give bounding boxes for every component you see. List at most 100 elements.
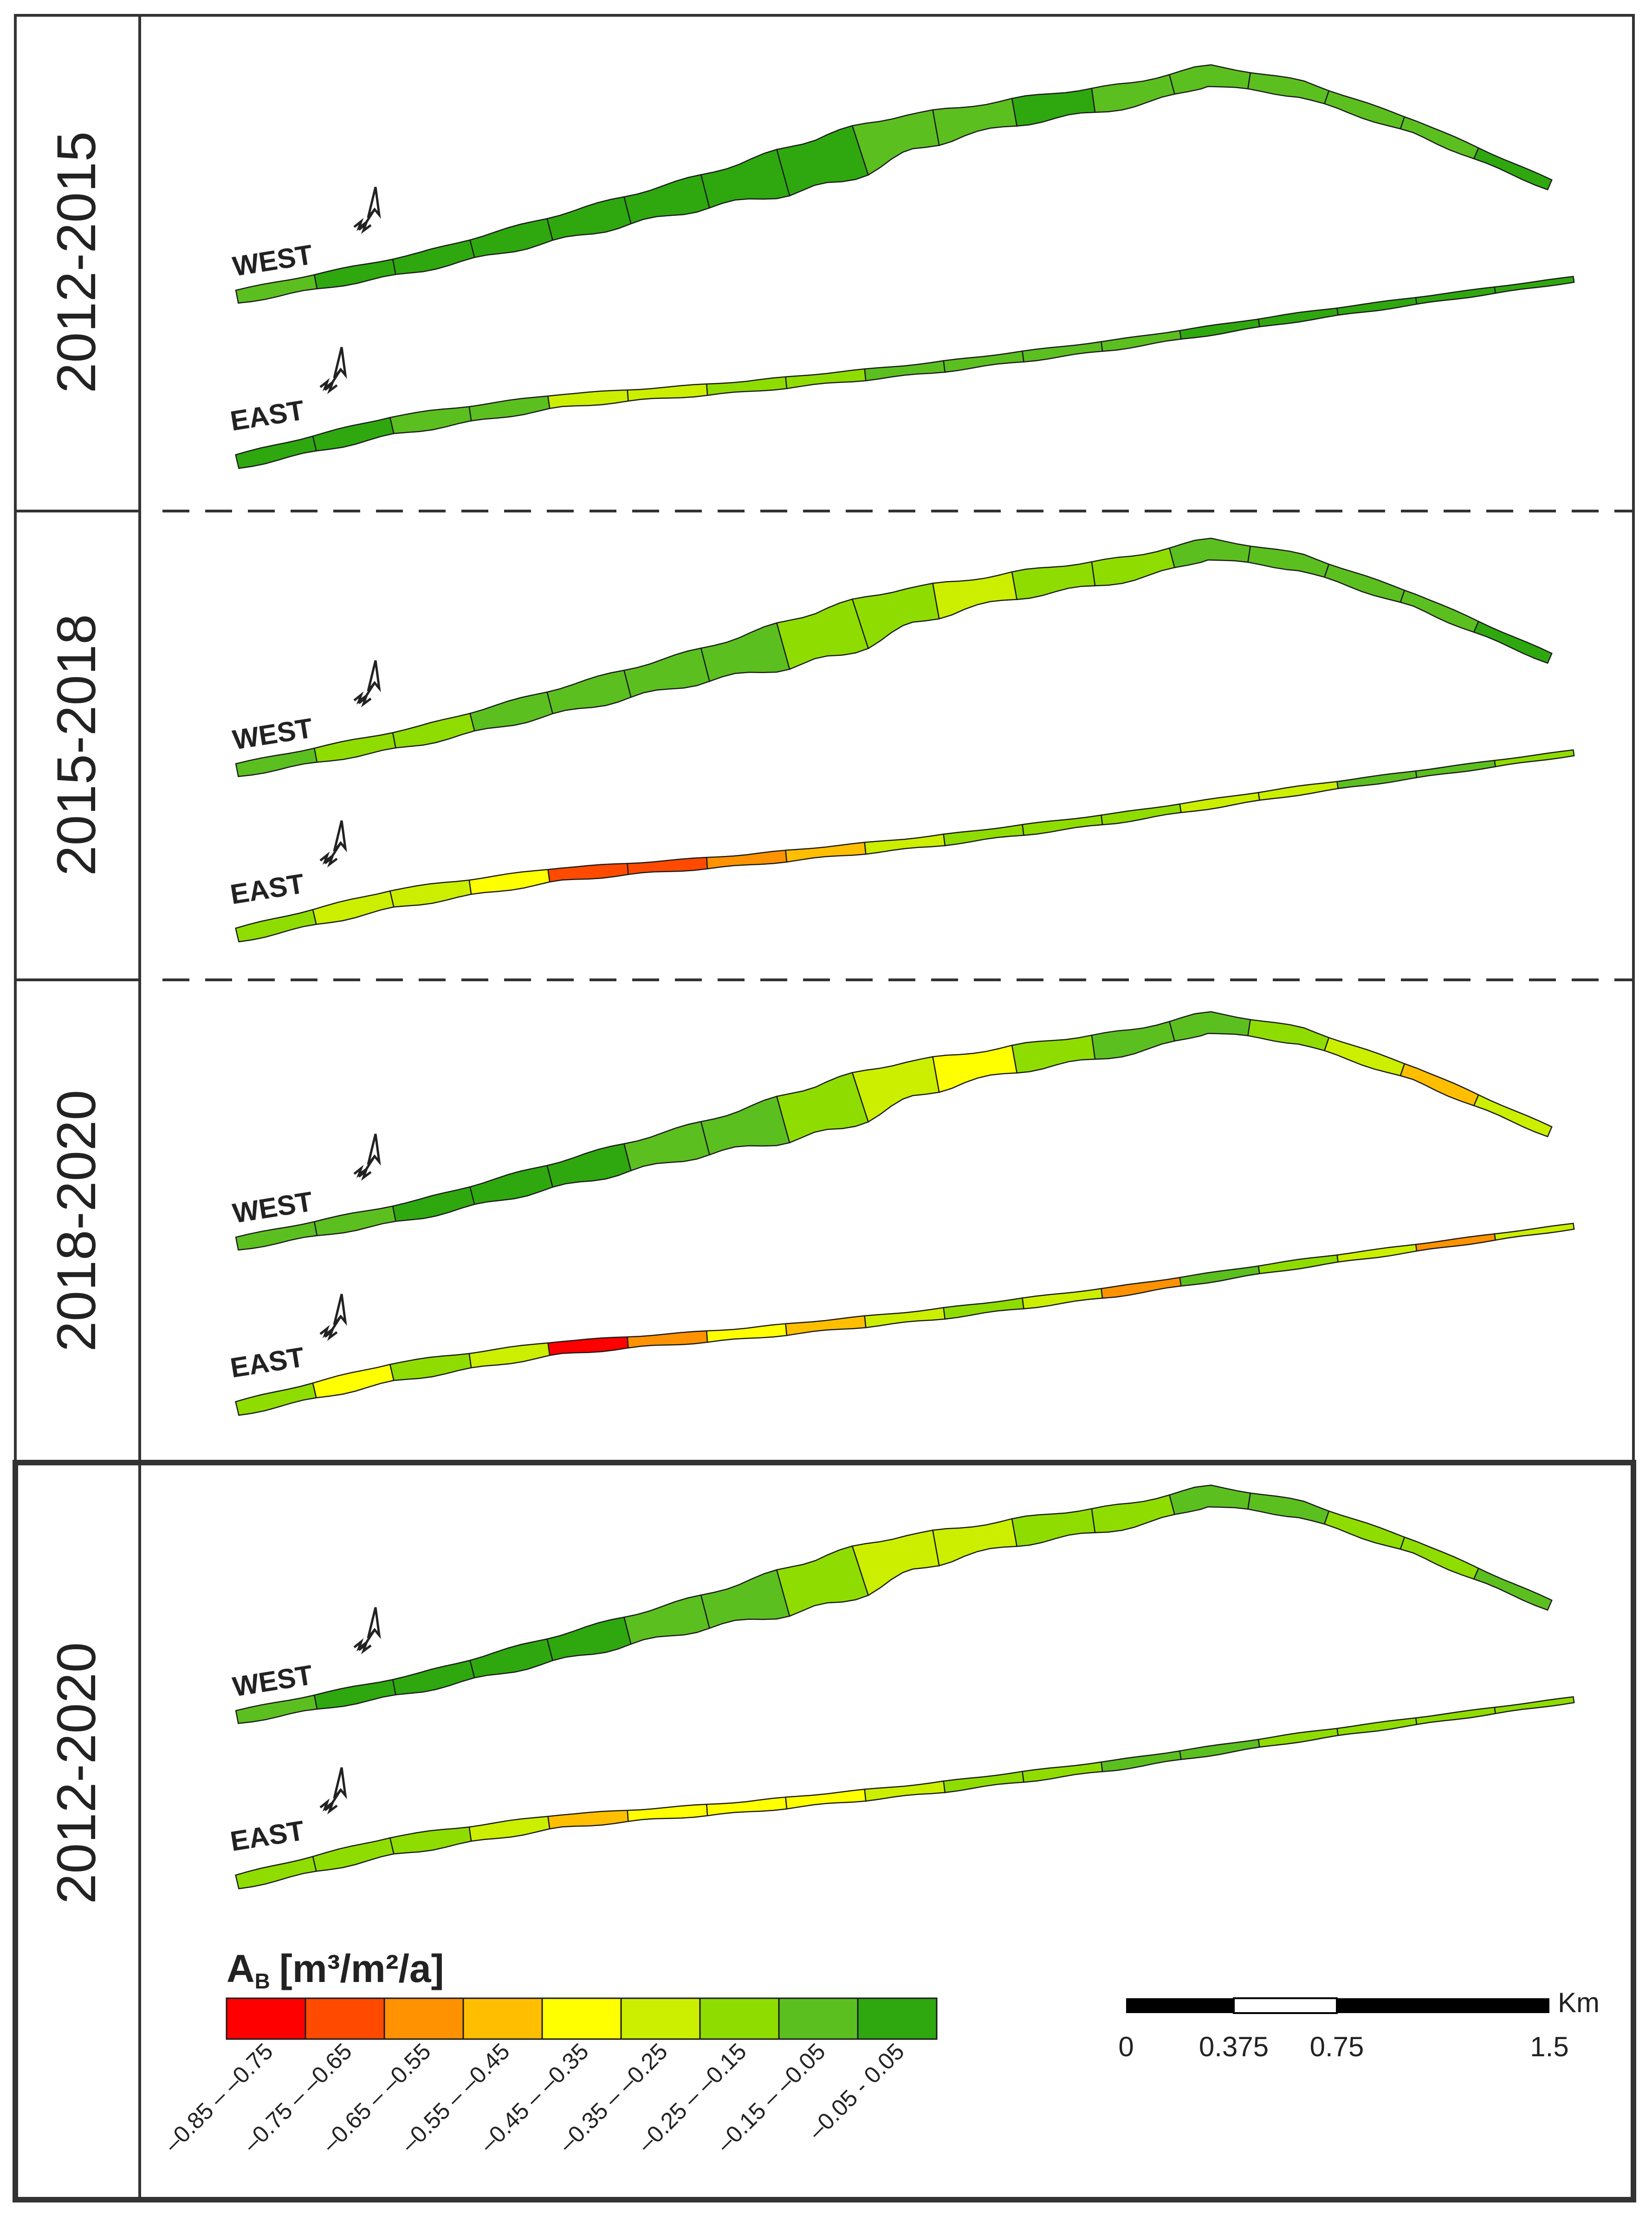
glacier-segment bbox=[469, 1638, 554, 1679]
west-label: WEST bbox=[231, 1186, 315, 1229]
glacier-segment bbox=[932, 97, 1018, 146]
glacier-segment bbox=[1257, 307, 1339, 328]
glacier-segment bbox=[1257, 781, 1339, 801]
glacier-segment bbox=[389, 879, 472, 908]
glacier-segment bbox=[700, 1095, 790, 1156]
glacier-segment bbox=[776, 1545, 869, 1617]
glacier-segment bbox=[546, 196, 632, 241]
glacier-segment bbox=[313, 732, 396, 763]
legend-swatch bbox=[541, 1997, 622, 2040]
glacier-segment bbox=[235, 435, 317, 469]
glacier-segment bbox=[700, 622, 790, 682]
glacier-segment bbox=[851, 109, 940, 176]
glacier-segment bbox=[1415, 1233, 1496, 1252]
north-arrow-icon bbox=[354, 661, 379, 704]
glacier-segment bbox=[235, 909, 317, 943]
glacier-segment bbox=[785, 1315, 867, 1336]
west-label: WEST bbox=[231, 239, 315, 282]
glacier-segment bbox=[1473, 621, 1553, 664]
glacier-segment bbox=[468, 1342, 551, 1368]
glacier-segment bbox=[706, 376, 788, 396]
legend-swatch bbox=[857, 1997, 938, 2040]
glacier-segment bbox=[864, 1780, 946, 1802]
glacier-segment bbox=[1399, 1063, 1479, 1107]
east-label: EAST bbox=[228, 1815, 307, 1857]
west-glacier-segments bbox=[235, 64, 1553, 304]
glacier-segment bbox=[1494, 276, 1575, 294]
glacier-segment bbox=[1022, 341, 1103, 363]
glacier-segment bbox=[392, 1186, 475, 1222]
scale-tick-label: 0 bbox=[1118, 2031, 1134, 2062]
panel-2018-2020: WEST EAST bbox=[228, 1011, 1575, 1416]
glacier-segment bbox=[546, 1616, 632, 1662]
legend-swatch bbox=[620, 1997, 701, 2040]
glacier-segment bbox=[1323, 1510, 1406, 1550]
glacier-segment bbox=[706, 1796, 788, 1817]
glacier-segment bbox=[1179, 318, 1260, 340]
glacier-segment bbox=[623, 1120, 711, 1172]
glacier-segment bbox=[706, 1323, 788, 1343]
glacier-segment bbox=[1415, 1706, 1496, 1725]
glacier-segment bbox=[1323, 563, 1406, 603]
glacier-segment bbox=[1011, 87, 1096, 127]
glacier-segment bbox=[776, 1072, 869, 1144]
glacier-segment bbox=[1257, 1254, 1339, 1275]
glacier-segment bbox=[469, 691, 554, 732]
glacier-segment bbox=[1022, 1288, 1103, 1309]
panel-2015-2018: WEST EAST bbox=[228, 538, 1575, 943]
north-arrow-icon bbox=[354, 1607, 379, 1651]
glacier-segment bbox=[1336, 770, 1418, 790]
glacier-segment bbox=[389, 1353, 472, 1381]
west-glacier-segments bbox=[235, 538, 1553, 777]
glacier-segment bbox=[1336, 1244, 1418, 1263]
glacier-segment bbox=[312, 890, 395, 925]
glacier-segment bbox=[1091, 1494, 1176, 1534]
glacier-segment bbox=[389, 1826, 472, 1855]
glacier-segment bbox=[1399, 589, 1479, 633]
glacier-segment bbox=[785, 842, 867, 863]
scale-segment bbox=[1337, 1998, 1549, 2013]
glacier-segment bbox=[1179, 792, 1260, 813]
glacier-segment bbox=[312, 1363, 395, 1399]
glacier-segment bbox=[235, 1382, 317, 1416]
glacier-segment bbox=[1399, 116, 1479, 160]
glacier-segment bbox=[1494, 1223, 1575, 1241]
east-glacier-segments bbox=[235, 1696, 1575, 1890]
north-arrow-icon bbox=[320, 821, 345, 864]
legend-swatch bbox=[383, 1997, 464, 2040]
north-arrow-icon bbox=[320, 1294, 345, 1338]
glacier-segment bbox=[932, 1518, 1018, 1567]
glacier-segment bbox=[623, 647, 711, 698]
glacier-segment bbox=[627, 1330, 708, 1349]
legend-swatch bbox=[778, 1997, 859, 2040]
north-arrow-icon bbox=[354, 187, 379, 231]
glacier-segment bbox=[1101, 1276, 1182, 1299]
glacier-segment bbox=[1247, 1019, 1330, 1051]
glacier-segment bbox=[851, 583, 940, 649]
north-arrow-icon bbox=[320, 347, 345, 391]
west-glacier-segments bbox=[235, 1011, 1553, 1251]
glacier-segment bbox=[1168, 538, 1251, 569]
glacier-segment bbox=[1011, 1508, 1096, 1547]
east-label: EAST bbox=[228, 395, 307, 437]
glacier-segment bbox=[547, 1810, 629, 1830]
scale-tick-label: 1.5 bbox=[1530, 2031, 1568, 2062]
legend-labels: –0.85 – –0.75–0.75 – –0.65–0.65 – –0.55–… bbox=[159, 2038, 909, 2157]
glacier-segment bbox=[932, 1044, 1018, 1093]
glacier-segment bbox=[1091, 74, 1176, 113]
scale-segment bbox=[1233, 1997, 1338, 2014]
glacier-segment bbox=[1247, 72, 1330, 104]
glacier-segment bbox=[1247, 1492, 1330, 1525]
glacier-segment bbox=[1022, 1761, 1103, 1783]
glacier-segment bbox=[1494, 749, 1575, 768]
glacier-segment bbox=[627, 856, 708, 875]
glacier-segment bbox=[1101, 1750, 1182, 1773]
glacier-segment bbox=[623, 174, 711, 225]
legend-title: AB [m³/m²/a] bbox=[227, 1947, 444, 1993]
east-glacier-segments bbox=[235, 749, 1575, 943]
glacier-segment bbox=[1336, 1717, 1418, 1736]
legend-swatch bbox=[462, 1997, 543, 2040]
glacier-segment bbox=[469, 218, 554, 259]
glacier-segment bbox=[785, 1788, 867, 1810]
glacier-segment bbox=[392, 1659, 475, 1696]
